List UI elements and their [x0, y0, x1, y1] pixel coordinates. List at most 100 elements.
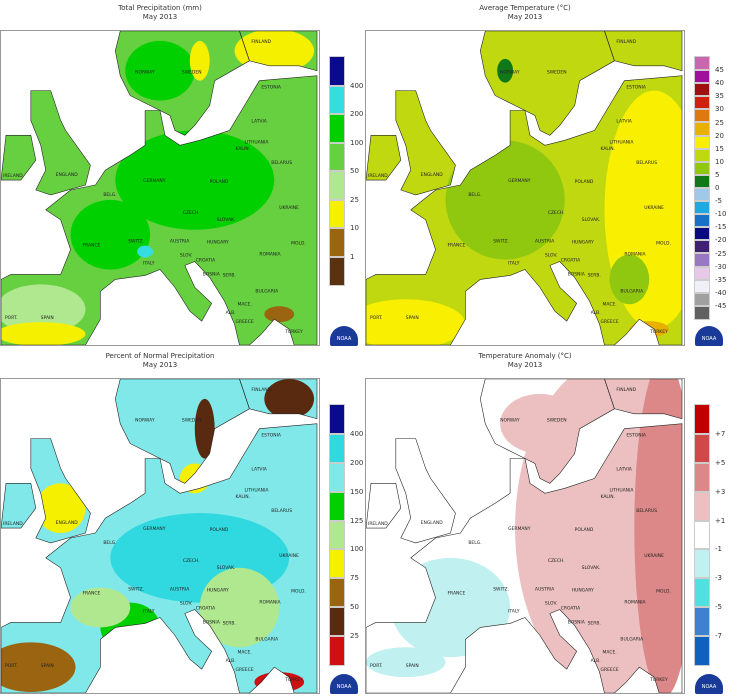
- legend-label: 400: [350, 81, 364, 90]
- contour-region: [500, 393, 580, 454]
- contour-region: [264, 306, 295, 323]
- legend-label: +5: [715, 458, 726, 467]
- legend-swatch: [694, 213, 710, 229]
- country-label: GREECE: [236, 667, 254, 673]
- legend-label: 200: [350, 110, 364, 118]
- country-label: SLOVAK.: [582, 565, 601, 571]
- coastline: [604, 379, 683, 420]
- legend-label: 125: [350, 516, 364, 525]
- coastline: [479, 31, 615, 136]
- coastline: [479, 379, 615, 484]
- country-label: SWITZ.: [493, 587, 509, 593]
- legend-label: 50: [350, 167, 359, 175]
- country-label: BELG.: [468, 192, 481, 198]
- legend-swatch: [694, 577, 710, 609]
- average-temperature-panel: Average Temperature (°C) May 2013 NORWAY SW…: [365, 0, 730, 348]
- country-label: SLOVAK.: [217, 217, 236, 223]
- contour-region: [137, 245, 154, 258]
- legend-label: -45: [715, 301, 727, 310]
- country-label: HUNGARY: [572, 240, 594, 246]
- legend-swatch: [694, 160, 710, 176]
- country-label: SPAIN: [406, 663, 419, 669]
- country-label: POLAND: [575, 527, 594, 533]
- country-label: SLOV.: [545, 601, 558, 607]
- country-label: SPAIN: [406, 315, 419, 321]
- average-temperature-map: NORWAY SWEDEN FINLAND ESTONIA LATVIA LITHUANI…: [365, 30, 685, 346]
- legend-swatch: [329, 635, 345, 666]
- country-label: GERMANY: [143, 526, 166, 532]
- country-label: TURKEY: [649, 677, 668, 683]
- contour-region: [366, 647, 446, 678]
- legend-swatch: [329, 113, 345, 144]
- legend-label: 30: [715, 105, 724, 114]
- temperature-anomaly-panel: Temperature Anomaly (°C) May 2013 NORWAY SW…: [365, 348, 730, 696]
- legend-swatch: [329, 404, 345, 435]
- legend-swatch: [694, 606, 710, 637]
- coastline: [395, 438, 456, 544]
- country-label: LITHUANIA: [244, 139, 269, 145]
- country-label: CROATIA: [561, 258, 581, 264]
- country-label: HUNGARY: [207, 240, 229, 246]
- country-label: PORT.: [5, 663, 18, 669]
- country-label: ENGLAND: [56, 172, 79, 178]
- title-text: Percent of Normal Precipitation: [105, 352, 215, 360]
- contour-region: [70, 587, 131, 628]
- title-text: Temperature Anomaly (°C): [478, 352, 572, 360]
- legend-label: -20: [715, 236, 727, 245]
- contour-region: [115, 130, 275, 230]
- country-label: MOLD.: [656, 589, 671, 595]
- country-label: MOLD.: [291, 241, 306, 247]
- country-label: SWEDEN: [547, 70, 567, 76]
- legend-label: -10: [715, 210, 727, 219]
- country-label: ROMANIA: [259, 600, 281, 606]
- country-label: BELARUS: [636, 160, 657, 166]
- legend-swatch: [329, 84, 345, 115]
- legend-swatch: [329, 227, 345, 258]
- coastline: [114, 379, 250, 484]
- title-text: Average Temperature (°C): [479, 4, 571, 12]
- country-label: POLAND: [575, 179, 594, 185]
- legend-label: 400: [350, 429, 364, 438]
- country-label: FRANCE: [82, 243, 100, 249]
- country-label: SWEDEN: [547, 418, 567, 424]
- legend-swatch: [694, 278, 710, 294]
- country-label: ESTONIA: [261, 433, 282, 439]
- contour-region: [1, 284, 86, 335]
- country-label: ROMANIA: [624, 252, 646, 258]
- country-label: CROATIA: [196, 258, 216, 264]
- contour-region: [366, 299, 466, 345]
- legend-swatch: [694, 55, 710, 72]
- coastline: [1, 423, 318, 693]
- country-label: KALIN.: [601, 494, 615, 500]
- country-label: BULGARIA: [255, 288, 279, 294]
- country-label: ITALY: [508, 609, 520, 615]
- legend-swatch: [329, 519, 345, 551]
- country-label: SPAIN: [41, 663, 54, 669]
- country-label: KALIN.: [236, 494, 250, 500]
- legend-label: 50: [350, 603, 359, 612]
- country-label: LITHUANIA: [609, 139, 634, 145]
- country-label: NORWAY: [135, 418, 155, 424]
- legend-label: 1: [350, 252, 355, 261]
- country-label: ESTONIA: [626, 433, 647, 439]
- country-label: FINLAND: [251, 39, 271, 45]
- coastline: [366, 423, 683, 693]
- legend-label: 25: [350, 632, 359, 641]
- country-label: SERB.: [223, 272, 236, 278]
- country-label: GERMANY: [143, 178, 166, 184]
- legend-label: 15: [715, 144, 724, 153]
- noaa-logo: NOAA: [330, 674, 358, 694]
- contour-region: [199, 567, 280, 648]
- country-label: NORWAY: [135, 70, 155, 76]
- country-label: ROMANIA: [624, 600, 646, 606]
- noaa-logo: NOAA: [695, 674, 723, 694]
- country-label: FINLAND: [251, 387, 271, 393]
- contour-region: [634, 379, 682, 693]
- country-label: LATVIA: [616, 118, 632, 124]
- legend-label: 35: [715, 92, 724, 101]
- country-label: UKRAINE: [644, 205, 664, 211]
- coastline: [30, 438, 91, 544]
- country-label: BOSNIA: [568, 271, 586, 277]
- subtitle-text: May 2013: [507, 361, 543, 369]
- legend-label: 100: [350, 545, 364, 554]
